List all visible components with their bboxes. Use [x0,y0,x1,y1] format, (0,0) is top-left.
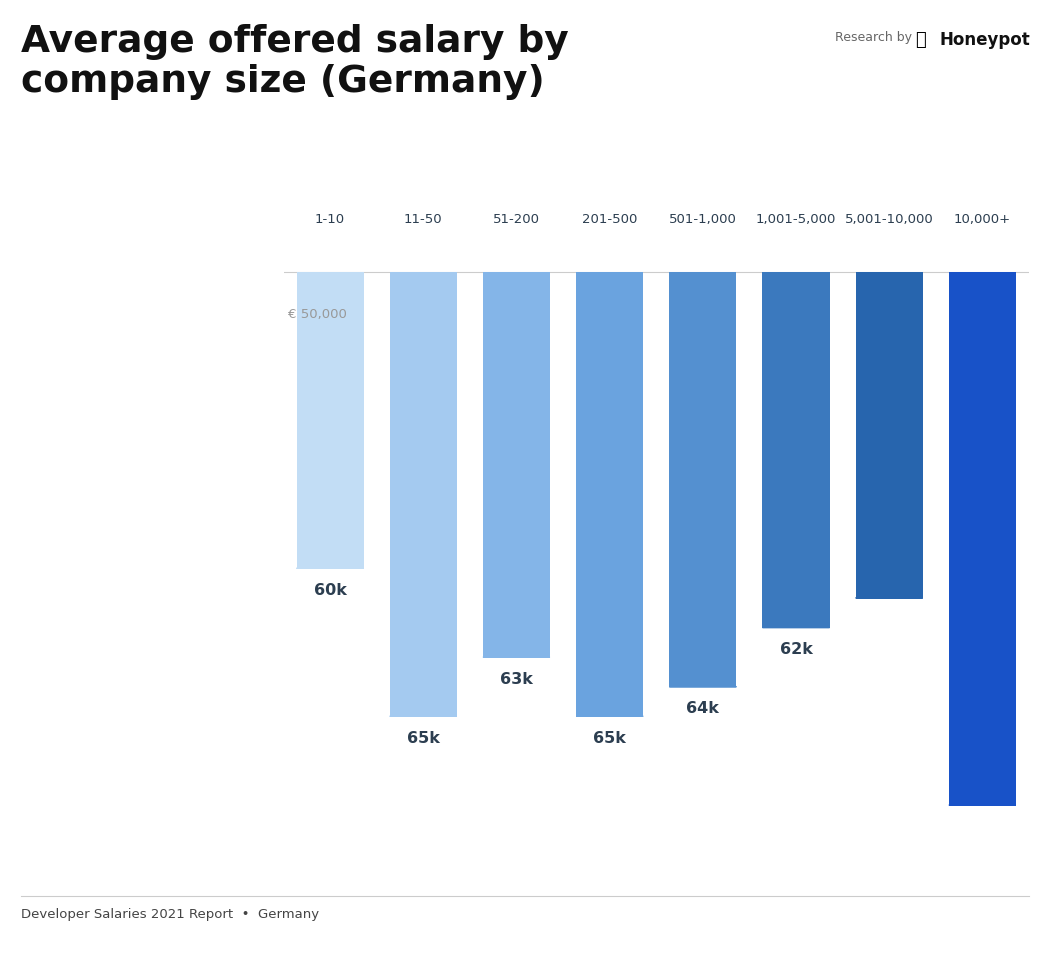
Bar [576,272,644,716]
Text: 65k: 65k [593,731,626,746]
Bar [483,272,550,657]
Bar [669,272,736,687]
Text: 🍯: 🍯 [916,31,926,49]
Text: 51-200: 51-200 [492,213,540,225]
Text: 1-10: 1-10 [315,213,345,225]
Text: 68k: 68k [966,820,999,835]
Text: 11-50: 11-50 [404,213,443,225]
Text: 201-500: 201-500 [582,213,637,225]
Text: € 50,000: € 50,000 [288,308,348,321]
Bar [949,272,1016,805]
Text: 10,000+: 10,000+ [953,213,1011,225]
Text: 5,001-10,000: 5,001-10,000 [845,213,933,225]
Text: 63k: 63k [500,672,533,687]
Text: 1,001-5,000: 1,001-5,000 [756,213,836,225]
Text: 64k: 64k [687,701,719,717]
Text: 501-1,000: 501-1,000 [669,213,737,225]
Text: 65k: 65k [406,731,440,746]
Bar [296,272,363,568]
Text: Honeypot: Honeypot [940,31,1030,49]
Text: Research by: Research by [835,31,911,43]
Text: Average offered salary by
company size (Germany): Average offered salary by company size (… [21,24,569,100]
Text: 61k: 61k [873,612,906,628]
Text: Developer Salaries 2021 Report  •  Germany: Developer Salaries 2021 Report • Germany [21,908,319,921]
Bar [762,272,830,628]
Bar [856,272,923,598]
Bar [390,272,457,716]
Text: 60k: 60k [314,583,346,598]
Text: 62k: 62k [779,642,813,657]
